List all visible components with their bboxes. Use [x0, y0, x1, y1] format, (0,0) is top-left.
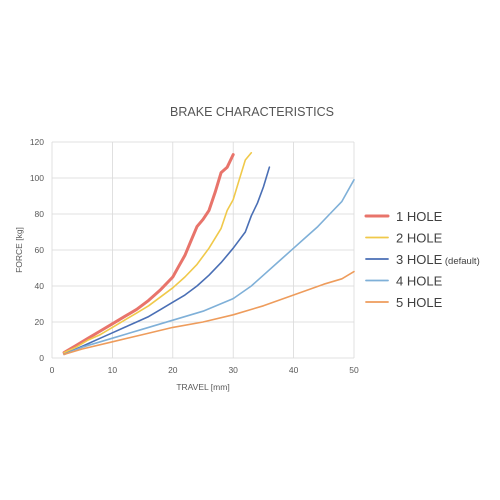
legend-label-2-hole: 2 HOLE: [396, 231, 443, 246]
legend: 1 HOLE 2 HOLE 3 HOLE (default) 4 HOLE 5 HOLE: [364, 209, 480, 310]
series-line-4-hole: [63, 179, 355, 356]
legend-label-5-hole: 5 HOLE: [396, 295, 443, 310]
legend-label-suffix: (default): [442, 256, 480, 267]
y-tick-label: 20: [35, 317, 45, 327]
x-tick-label: 0: [50, 365, 55, 375]
series-line-3-hole: [63, 166, 271, 356]
x-tick-label: 50: [349, 365, 359, 375]
y-tick-label: 80: [35, 209, 45, 219]
legend-label-3-hole: 3 HOLE (default): [396, 252, 480, 267]
y-tick-label: 60: [35, 245, 45, 255]
series-line-5-hole: [63, 270, 355, 356]
series-line-1-hole: [62, 153, 235, 355]
x-tick-label: 30: [228, 365, 238, 375]
series-line-2-hole: [63, 152, 253, 354]
plot-series: [62, 152, 355, 356]
y-tick-label: 100: [30, 173, 44, 183]
x-tick-label: 20: [168, 365, 178, 375]
legend-label-4-hole: 4 HOLE: [396, 274, 443, 289]
chart-title: BRAKE CHARACTERISTICS: [170, 105, 334, 119]
x-axis-label: TRAVEL [mm]: [176, 382, 229, 392]
y-axis-label: FORCE [kg]: [14, 227, 24, 273]
y-tick-label: 120: [30, 137, 44, 147]
x-tick-label: 40: [289, 365, 299, 375]
legend-label-1-hole: 1 HOLE: [396, 209, 443, 224]
y-tick-label: 40: [35, 281, 45, 291]
y-tick-label: 0: [39, 353, 44, 363]
tick-labels: 0 20 40 60 80 100 120 0 10 20 30 40 50: [30, 137, 359, 375]
x-tick-label: 10: [108, 365, 118, 375]
